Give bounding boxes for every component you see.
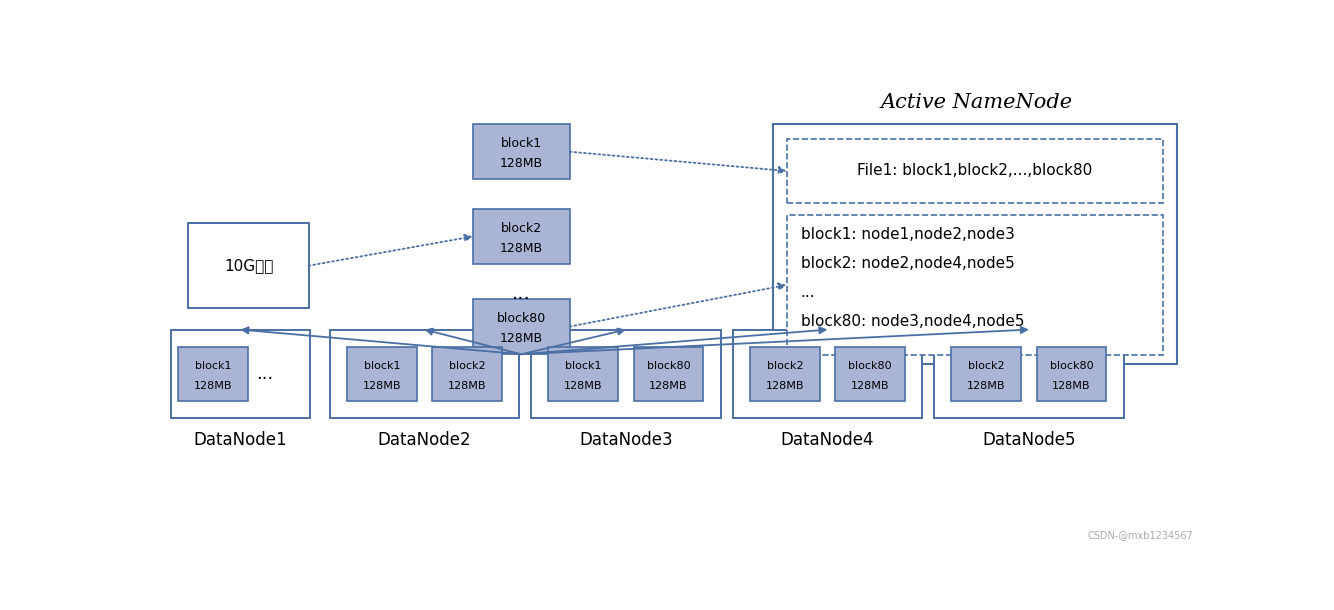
Text: block1: block1	[566, 361, 602, 371]
Text: block80: block80	[1050, 361, 1094, 371]
Bar	[772, 124, 1178, 364]
Text: block80: block80	[496, 312, 546, 325]
Text: DataNode2: DataNode2	[378, 431, 471, 449]
Text: 128MB: 128MB	[193, 381, 232, 391]
Bar	[432, 347, 502, 401]
Text: 10G文件: 10G文件	[224, 258, 273, 273]
Bar	[329, 329, 519, 418]
Bar	[347, 347, 416, 401]
Text: block80: block80	[647, 361, 691, 371]
Bar	[934, 329, 1123, 418]
Text: 128MB: 128MB	[766, 381, 804, 391]
Text: 128MB: 128MB	[363, 381, 402, 391]
Text: 128MB: 128MB	[448, 381, 487, 391]
Text: DataNode4: DataNode4	[780, 431, 874, 449]
Bar	[750, 347, 819, 401]
Text: block1: block1	[195, 361, 232, 371]
Text: 128MB: 128MB	[851, 381, 890, 391]
Text: Active NameNode: Active NameNode	[880, 93, 1073, 112]
Bar	[787, 215, 1163, 355]
Bar	[188, 223, 308, 308]
Bar	[548, 347, 618, 401]
Text: block1: node1,node2,node3: block1: node1,node2,node3	[800, 227, 1015, 242]
Text: 128MB: 128MB	[500, 157, 543, 170]
Text: block2: block2	[968, 361, 1005, 371]
Text: DataNode5: DataNode5	[982, 431, 1075, 449]
Text: 128MB: 128MB	[650, 381, 688, 391]
Text: ...: ...	[800, 285, 815, 300]
Bar	[634, 347, 703, 401]
Text: block2: block2	[448, 361, 486, 371]
Bar	[472, 124, 570, 179]
Text: File1: block1,block2,...,block80: File1: block1,block2,...,block80	[858, 163, 1093, 179]
Text: block1: block1	[364, 361, 400, 371]
Text: block1: block1	[500, 137, 542, 150]
Text: ...: ...	[256, 365, 273, 383]
Text: block2: block2	[767, 361, 803, 371]
Bar	[472, 209, 570, 264]
Text: block2: node2,node4,node5: block2: node2,node4,node5	[800, 256, 1014, 271]
Text: ...: ...	[512, 284, 531, 303]
Bar	[787, 140, 1163, 203]
Text: block80: node3,node4,node5: block80: node3,node4,node5	[800, 314, 1025, 329]
Bar	[732, 329, 922, 418]
Text: 128MB: 128MB	[967, 381, 1006, 391]
Text: block2: block2	[500, 221, 542, 235]
Bar	[835, 347, 904, 401]
Text: DataNode1: DataNode1	[193, 431, 287, 449]
Bar	[531, 329, 720, 418]
Text: 128MB: 128MB	[564, 381, 603, 391]
Text: DataNode3: DataNode3	[579, 431, 672, 449]
Bar	[951, 347, 1022, 401]
Text: 128MB: 128MB	[1053, 381, 1091, 391]
Bar	[472, 299, 570, 354]
Bar	[1037, 347, 1106, 401]
Text: block80: block80	[848, 361, 892, 371]
Text: CSDN-@mxb1234567: CSDN-@mxb1234567	[1087, 530, 1194, 540]
Text: 128MB: 128MB	[500, 332, 543, 345]
Bar	[179, 347, 248, 401]
Bar	[171, 329, 309, 418]
Text: 128MB: 128MB	[500, 242, 543, 255]
